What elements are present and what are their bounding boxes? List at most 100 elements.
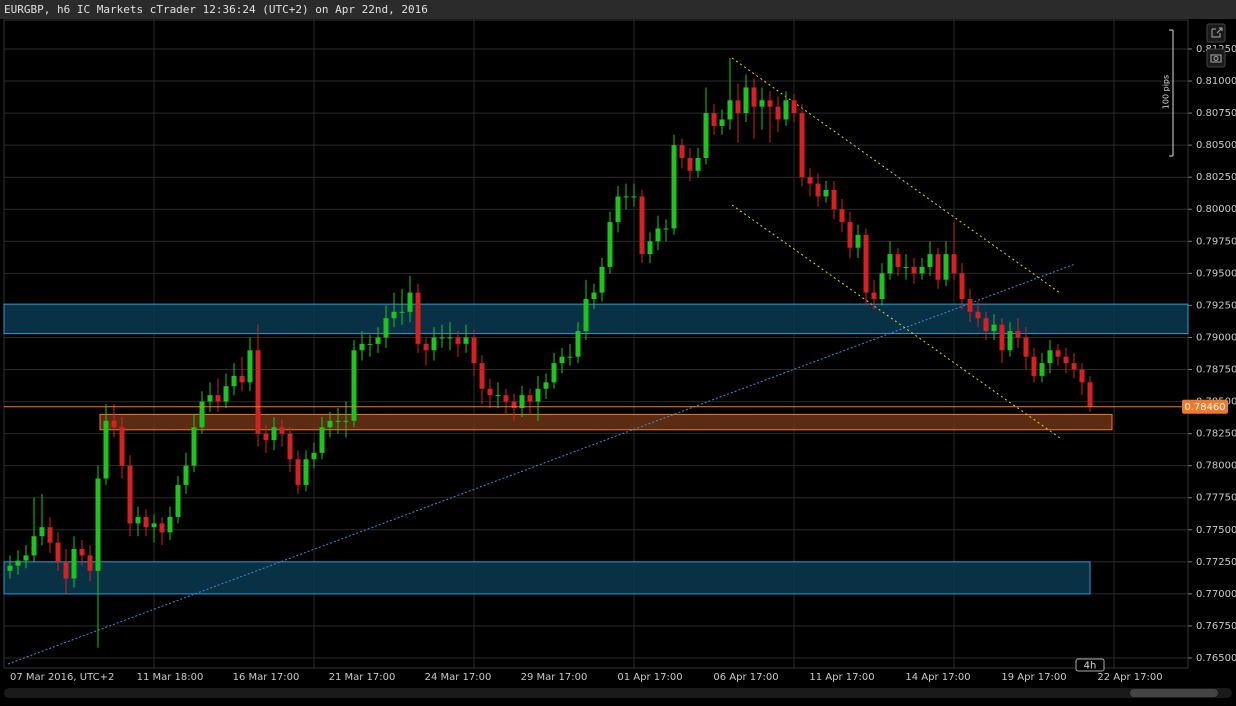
title-bar: [0, 0, 1236, 19]
candle-body: [615, 196, 621, 223]
candle-body: [879, 273, 885, 299]
y-tick-label: 0.80250: [1196, 172, 1236, 183]
candle-body: [623, 196, 629, 198]
candle-body: [559, 356, 565, 364]
candle-body: [823, 190, 829, 197]
candle-body: [15, 560, 21, 566]
x-tick-label: 19 Apr 17:00: [1001, 672, 1066, 683]
candle-body: [791, 100, 797, 114]
candle-body: [591, 292, 597, 299]
candles: [7, 57, 1093, 648]
candle-body: [967, 298, 973, 312]
x-tick-label: 11 Apr 17:00: [809, 672, 874, 683]
zone: [3, 561, 1091, 595]
candle-body: [671, 145, 677, 229]
candle-body: [487, 388, 493, 396]
candle-body: [727, 100, 733, 120]
y-tick-label: 0.77750: [1196, 493, 1236, 504]
candle-body: [71, 549, 77, 579]
candle-body: [63, 561, 69, 579]
popout-button[interactable]: [1206, 23, 1226, 43]
candle-body: [119, 427, 125, 466]
y-tick-label: 0.77500: [1196, 525, 1236, 536]
last-price-box: [1182, 399, 1228, 414]
candle-body: [511, 401, 517, 408]
candle-body: [503, 395, 509, 402]
candle-body: [927, 254, 933, 267]
y-tick-label: 0.76750: [1196, 621, 1236, 632]
x-tick-label: 24 Mar 17:00: [425, 672, 492, 683]
camera-icon: [1213, 56, 1219, 61]
candle-body: [1087, 382, 1093, 407]
x-tick-label: 14 Apr 17:00: [905, 672, 970, 683]
candle-body: [199, 401, 205, 428]
y-tick-label: 0.78750: [1196, 365, 1236, 376]
candle-body: [95, 478, 101, 571]
candle-body: [383, 318, 389, 338]
grid: [4, 20, 1188, 668]
axis: 0.76500 0.76750 0.77000 0.77250 0.77500 0.777…: [4, 44, 1236, 683]
candle-body: [359, 343, 365, 351]
candle-body: [495, 395, 501, 397]
candle-body: [1063, 356, 1069, 364]
candle-body: [431, 337, 437, 351]
candle-body: [567, 356, 573, 358]
candle-body: [527, 395, 533, 402]
candle-body: [327, 420, 333, 428]
candle-body: [151, 523, 157, 528]
candle-body: [735, 100, 741, 114]
candle-body: [687, 157, 693, 171]
candle-body: [1015, 331, 1021, 338]
candle-body: [663, 228, 669, 230]
zone: [3, 303, 1189, 335]
candle-body: [183, 465, 189, 485]
scrollbar-thumb[interactable]: [1130, 689, 1218, 697]
candle-body: [111, 420, 117, 428]
candle-body: [1023, 337, 1029, 357]
candle-body: [135, 516, 141, 524]
trendline: [7, 263, 1076, 665]
candle-body: [287, 433, 293, 460]
candle-body: [919, 266, 925, 274]
y-tick-label: 0.80500: [1196, 140, 1236, 151]
y-tick-label: 0.79000: [1196, 332, 1236, 343]
y-tick-label: 0.79500: [1196, 268, 1236, 279]
candle-body: [887, 254, 893, 274]
candle-body: [695, 157, 701, 171]
candle-body: [87, 555, 93, 571]
candle-body: [31, 536, 37, 556]
candle-body: [575, 331, 581, 357]
candle-body: [55, 542, 61, 562]
timeframe-label: 4h: [1084, 661, 1097, 672]
candle-body: [415, 292, 421, 344]
candle-body: [767, 100, 773, 107]
x-tick-label: 16 Mar 17:00: [233, 672, 300, 683]
candle-body: [847, 222, 853, 248]
candle-body: [583, 298, 589, 332]
candle-body: [983, 318, 989, 332]
candle-body: [351, 350, 357, 421]
candle-body: [1039, 363, 1045, 376]
candle-body: [79, 549, 85, 556]
x-tick-label: 11 Mar 18:00: [137, 672, 204, 683]
candle-body: [703, 113, 709, 158]
candle-body: [519, 395, 525, 408]
screenshot-button[interactable]: [1206, 48, 1226, 68]
candle-body: [831, 190, 837, 210]
candle-body: [127, 465, 133, 524]
candle-body: [815, 183, 821, 197]
candle-body: [639, 196, 645, 255]
candle-body: [991, 324, 997, 332]
candle-body: [463, 337, 469, 344]
candle-body: [535, 388, 541, 402]
candle-body: [679, 145, 685, 158]
x-tick-label: 06 Apr 17:00: [713, 672, 778, 683]
y-tick-label: 0.81000: [1196, 76, 1236, 87]
candle-body: [367, 343, 373, 345]
scrollbar[interactable]: [4, 688, 1232, 698]
candle-body: [551, 363, 557, 383]
y-tick-label: 0.78250: [1196, 429, 1236, 440]
candle-body: [311, 452, 317, 460]
